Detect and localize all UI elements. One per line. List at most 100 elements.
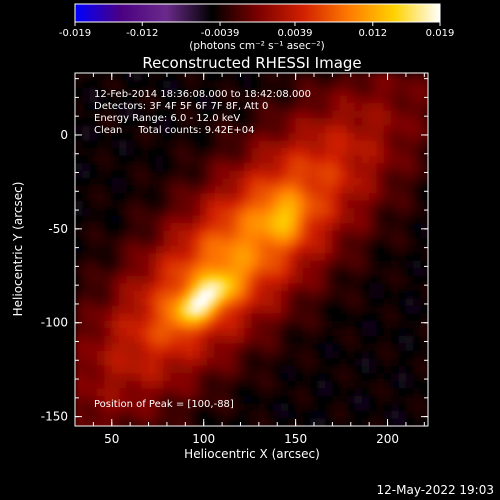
heatmap-cell bbox=[376, 365, 385, 375]
heatmap-cell bbox=[273, 365, 282, 375]
heatmap-cell bbox=[420, 380, 428, 390]
heatmap-cell bbox=[82, 403, 91, 412]
heatmap-cell bbox=[75, 215, 83, 224]
heatmap-cell bbox=[317, 88, 326, 97]
heatmap-cell bbox=[251, 395, 260, 405]
heatmap-cell bbox=[369, 298, 378, 307]
heatmap-cell bbox=[347, 403, 356, 412]
heatmap-cell bbox=[405, 275, 414, 284]
heatmap-cell bbox=[332, 125, 341, 134]
heatmap-cell bbox=[339, 200, 348, 209]
heatmap-cell bbox=[148, 223, 157, 232]
heatmap-cell bbox=[413, 373, 422, 382]
heatmap-cell bbox=[200, 125, 208, 134]
heatmap-cell bbox=[163, 343, 172, 352]
heatmap-cell bbox=[177, 290, 186, 299]
heatmap-cell bbox=[413, 335, 422, 344]
heatmap-cell bbox=[258, 335, 267, 344]
heatmap-cell bbox=[148, 245, 157, 254]
y-tick-label: 0 bbox=[60, 128, 68, 142]
heatmap-cell bbox=[302, 148, 311, 157]
heatmap-cell bbox=[361, 140, 370, 149]
heatmap-cell bbox=[420, 320, 428, 329]
heatmap-cell bbox=[170, 403, 179, 412]
heatmap-cell bbox=[369, 380, 378, 390]
heatmap-cell bbox=[428, 171, 436, 179]
heatmap-cell bbox=[141, 275, 150, 284]
heatmap-cell bbox=[214, 305, 223, 314]
heatmap-cell bbox=[104, 208, 113, 217]
heatmap-cell bbox=[383, 290, 392, 299]
heatmap-cell bbox=[413, 193, 422, 202]
heatmap-cell bbox=[317, 313, 326, 322]
heatmap-cell bbox=[251, 365, 260, 375]
heatmap-cell bbox=[273, 343, 282, 352]
heatmap-cell bbox=[258, 155, 267, 164]
heatmap-cell bbox=[332, 163, 341, 172]
heatmap-cell bbox=[148, 200, 157, 209]
heatmap-cell bbox=[376, 343, 385, 352]
heatmap-cell bbox=[295, 200, 304, 209]
heatmap-cell bbox=[222, 365, 231, 375]
heatmap-cell bbox=[133, 238, 142, 247]
heatmap-cell bbox=[222, 193, 231, 202]
heatmap-cell bbox=[413, 305, 422, 314]
heatmap-cell bbox=[177, 335, 186, 344]
heatmap-cell bbox=[119, 335, 128, 344]
heatmap-cell bbox=[413, 313, 422, 322]
heatmap-cell bbox=[288, 170, 297, 179]
heatmap-cell bbox=[141, 193, 150, 202]
heatmap-cell bbox=[141, 80, 150, 89]
heatmap-cell bbox=[148, 230, 157, 239]
heatmap-cell bbox=[111, 80, 120, 89]
heatmap-cell bbox=[332, 208, 341, 217]
heatmap-cell bbox=[236, 110, 245, 119]
heatmap-cell bbox=[200, 95, 208, 104]
heatmap-cell bbox=[428, 328, 436, 336]
heatmap-cell bbox=[82, 73, 91, 82]
heatmap-cell bbox=[273, 103, 282, 112]
heatmap-cell bbox=[148, 170, 157, 179]
heatmap-cell bbox=[119, 290, 128, 299]
heatmap-cell bbox=[170, 268, 179, 277]
heatmap-cell bbox=[148, 403, 157, 412]
heatmap-cell bbox=[75, 148, 83, 157]
heatmap-cell bbox=[244, 178, 253, 187]
heatmap-cell bbox=[229, 103, 238, 112]
heatmap-cell bbox=[207, 373, 216, 382]
heatmap-cell bbox=[251, 133, 260, 142]
heatmap-cell bbox=[148, 163, 157, 172]
heatmap-cell bbox=[133, 365, 142, 375]
heatmap-cell bbox=[317, 73, 326, 82]
heatmap-cell bbox=[185, 380, 194, 390]
heatmap-cell bbox=[214, 343, 223, 352]
heatmap-cell bbox=[266, 155, 275, 164]
heatmap-cell bbox=[141, 343, 150, 352]
heatmap-cell bbox=[133, 223, 142, 232]
heatmap-cell bbox=[398, 418, 407, 426]
heatmap-cell bbox=[413, 238, 422, 247]
heatmap-cell bbox=[273, 118, 282, 127]
heatmap-cell bbox=[391, 305, 400, 314]
heatmap-cell bbox=[75, 238, 83, 247]
heatmap-cell bbox=[391, 403, 400, 412]
heatmap-cell bbox=[273, 335, 282, 344]
heatmap-cell bbox=[266, 103, 275, 112]
heatmap-cell bbox=[119, 230, 128, 239]
heatmap-cell bbox=[302, 313, 311, 322]
heatmap-cell bbox=[244, 245, 253, 254]
heatmap-cell bbox=[177, 260, 186, 269]
heatmap-cell bbox=[126, 155, 135, 164]
heatmap-cell bbox=[170, 133, 179, 142]
heatmap-cell bbox=[325, 358, 333, 367]
heatmap-cell bbox=[369, 260, 378, 269]
heatmap-cell bbox=[295, 230, 304, 239]
heatmap-cell bbox=[354, 193, 363, 202]
heatmap-cell bbox=[214, 170, 223, 179]
heatmap-cell bbox=[251, 350, 260, 360]
heatmap-cell bbox=[325, 253, 333, 262]
heatmap-cell bbox=[141, 230, 150, 239]
heatmap-cell bbox=[170, 125, 179, 134]
heatmap-cell bbox=[266, 80, 275, 89]
heatmap-cell bbox=[428, 396, 436, 404]
